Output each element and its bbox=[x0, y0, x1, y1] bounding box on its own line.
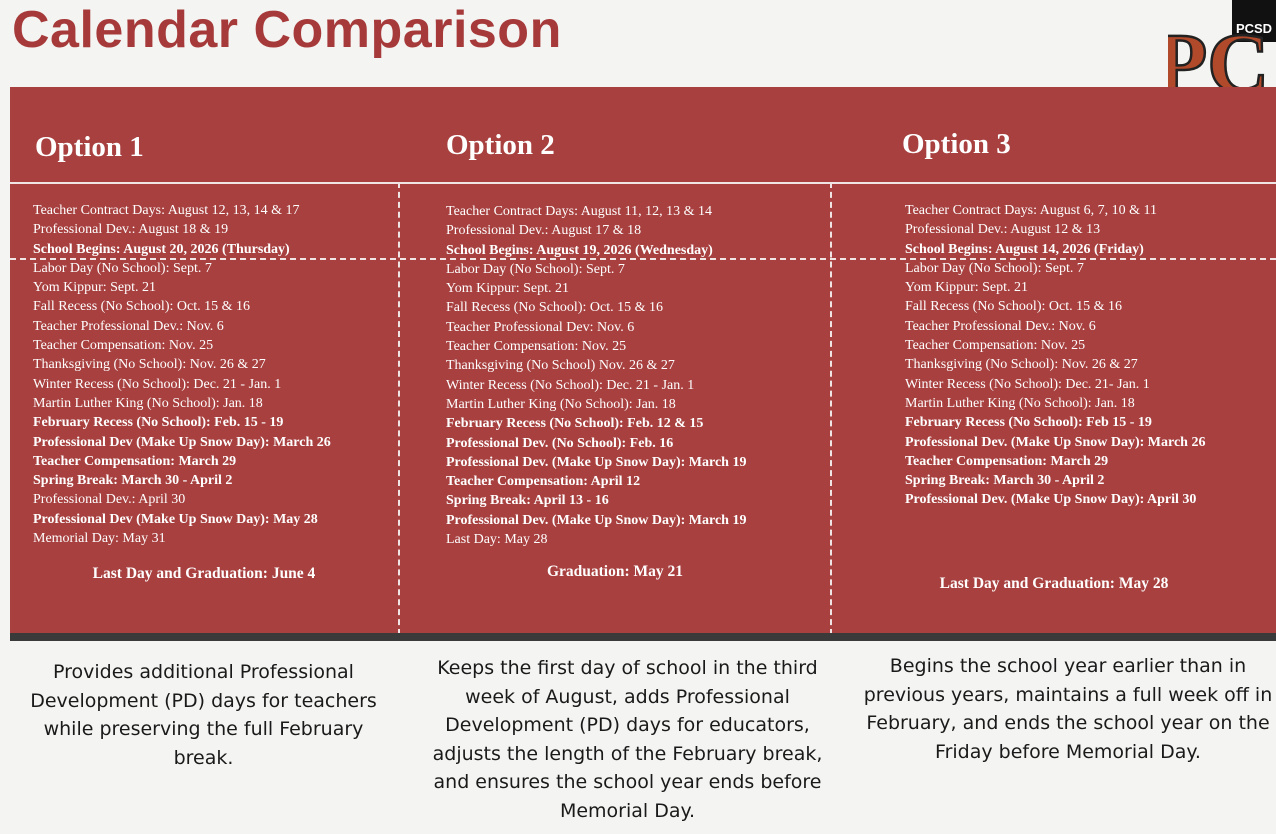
calendar-item: Teacher Compensation: Nov. 25 bbox=[446, 339, 627, 355]
option-closing: Last Day and Graduation: June 4 bbox=[92, 565, 316, 582]
options-panel: Option 1 Teacher Contract Days: August 12… bbox=[10, 87, 1276, 635]
calendar-item: Professional Dev. (Make Up Snow Day): Ma… bbox=[446, 454, 747, 470]
slide-title: Calendar Comparison bbox=[12, 1, 562, 59]
calendar-item: Martin Luther King (No School): Jan. 18 bbox=[446, 396, 676, 412]
calendar-item: Teacher Compensation: March 29 bbox=[905, 453, 1109, 469]
calendar-item: Labor Day (No School): Sept. 7 bbox=[905, 260, 1084, 276]
column-divider bbox=[398, 182, 400, 635]
header-rule bbox=[10, 182, 1276, 184]
calendar-item: Professional Dev. (No School): Feb. 16 bbox=[446, 435, 674, 451]
calendar-item: Professional Dev.: August 17 & 18 bbox=[446, 223, 642, 239]
option-closing: Graduation: May 21 bbox=[546, 563, 684, 580]
option-heading: Option 1 bbox=[35, 131, 144, 163]
calendar-item: Yom Kippur: Sept. 21 bbox=[905, 280, 1029, 296]
option-items: Teacher Contract Days: August 12, 13, 14… bbox=[33, 201, 331, 548]
calendar-item: Professional Dev.: August 18 & 19 bbox=[33, 222, 229, 238]
calendar-item: School Begins: August 20, 2026 (Thursday… bbox=[33, 241, 290, 257]
calendar-item: Spring Break: April 13 - 16 bbox=[446, 493, 609, 509]
calendar-item: Martin Luther King (No School): Jan. 18 bbox=[33, 395, 263, 411]
calendar-item: Professional Dev.: April 30 bbox=[33, 492, 186, 508]
calendar-item: Fall Recess (No School): Oct. 15 & 16 bbox=[905, 299, 1122, 315]
calendar-item: School Begins: August 19, 2026 (Wednesda… bbox=[446, 242, 713, 258]
calendar-item: Teacher Compensation: April 12 bbox=[446, 474, 641, 490]
calendar-item: Thanksgiving (No School): Nov. 26 & 27 bbox=[33, 357, 266, 373]
calendar-item: Winter Recess (No School): Dec. 21 - Jan… bbox=[33, 376, 282, 392]
calendar-item: Martin Luther King (No School): Jan. 18 bbox=[905, 395, 1135, 411]
calendar-item: Teacher Professional Dev: Nov. 6 bbox=[446, 319, 635, 335]
calendar-item: Thanksgiving (No School): Nov. 26 & 27 bbox=[905, 357, 1138, 373]
option-heading: Option 3 bbox=[902, 128, 1011, 160]
calendar-item: Professional Dev (Make Up Snow Day): Mar… bbox=[33, 434, 331, 450]
logo-badge: PCSD bbox=[1236, 21, 1272, 36]
option-closing: Last Day and Graduation: May 28 bbox=[939, 575, 1169, 592]
calendar-item: Teacher Contract Days: August 6, 7, 10 &… bbox=[905, 203, 1158, 218]
calendar-item: February Recess (No School): Feb. 15 - 1… bbox=[33, 415, 284, 431]
calendar-item: Spring Break: March 30 - April 2 bbox=[905, 473, 1105, 489]
calendar-item: Teacher Contract Days: August 11, 12, 13… bbox=[446, 204, 713, 219]
calendar-item: Professional Dev. (Make Up Snow Day): Ap… bbox=[905, 492, 1197, 508]
column-divider bbox=[830, 182, 832, 635]
calendar-item: Teacher Professional Dev.: Nov. 6 bbox=[33, 318, 224, 334]
calendar-item: Last Day: May 28 bbox=[446, 532, 548, 548]
calendar-item: Professional Dev (Make Up Snow Day): May… bbox=[33, 511, 318, 527]
calendar-item: Yom Kippur: Sept. 21 bbox=[33, 280, 157, 296]
option-items: Teacher Contract Days: August 6, 7, 10 &… bbox=[905, 201, 1205, 510]
calendar-item: Fall Recess (No School): Oct. 15 & 16 bbox=[33, 299, 250, 315]
calendar-item: Teacher Compensation: Nov. 25 bbox=[33, 338, 214, 354]
calendar-item: School Begins: August 14, 2026 (Friday) bbox=[905, 241, 1144, 257]
calendar-item: Winter Recess (No School): Dec. 21 - Jan… bbox=[446, 377, 695, 393]
calendar-item: Teacher Compensation: Nov. 25 bbox=[905, 338, 1086, 354]
calendar-item: Spring Break: March 30 - April 2 bbox=[33, 473, 233, 489]
option-items: Teacher Contract Days: August 11, 12, 13… bbox=[446, 202, 746, 549]
calendar-item: Professional Dev. (Make Up Snow Day): Ma… bbox=[905, 434, 1206, 450]
calendar-item: Professional Dev. (Make Up Snow Day): Ma… bbox=[446, 512, 747, 528]
calendar-item: Labor Day (No School): Sept. 7 bbox=[446, 261, 625, 277]
option-description: Begins the school year earlier than in p… bbox=[863, 655, 1273, 763]
calendar-item: Teacher Contract Days: August 12, 13, 14… bbox=[33, 203, 300, 218]
logo-badge-bg bbox=[1232, 0, 1276, 42]
option-heading: Option 2 bbox=[446, 129, 555, 161]
calendar-item: Teacher Compensation: March 29 bbox=[33, 453, 237, 469]
calendar-item: Fall Recess (No School): Oct. 15 & 16 bbox=[446, 300, 663, 316]
calendar-item: Labor Day (No School): Sept. 7 bbox=[33, 260, 212, 276]
calendar-item: Yom Kippur: Sept. 21 bbox=[446, 281, 570, 297]
panel-bottom-bar bbox=[10, 633, 1276, 641]
option-description: Provides additional Professional Develop… bbox=[30, 661, 377, 769]
calendar-item: Teacher Professional Dev.: Nov. 6 bbox=[905, 318, 1096, 334]
calendar-item: February Recess (No School): Feb. 12 & 1… bbox=[446, 416, 704, 432]
calendar-item: February Recess (No School): Feb 15 - 19 bbox=[905, 415, 1152, 431]
option-description: Keeps the first day of school in the thi… bbox=[432, 657, 823, 822]
calendar-item: Thanksgiving (No School) Nov. 26 & 27 bbox=[446, 358, 675, 374]
dashed-rule bbox=[10, 258, 1276, 260]
calendar-item: Professional Dev.: August 12 & 13 bbox=[905, 222, 1101, 238]
calendar-item: Memorial Day: May 31 bbox=[33, 531, 166, 547]
calendar-item: Winter Recess (No School): Dec. 21- Jan.… bbox=[905, 376, 1150, 392]
